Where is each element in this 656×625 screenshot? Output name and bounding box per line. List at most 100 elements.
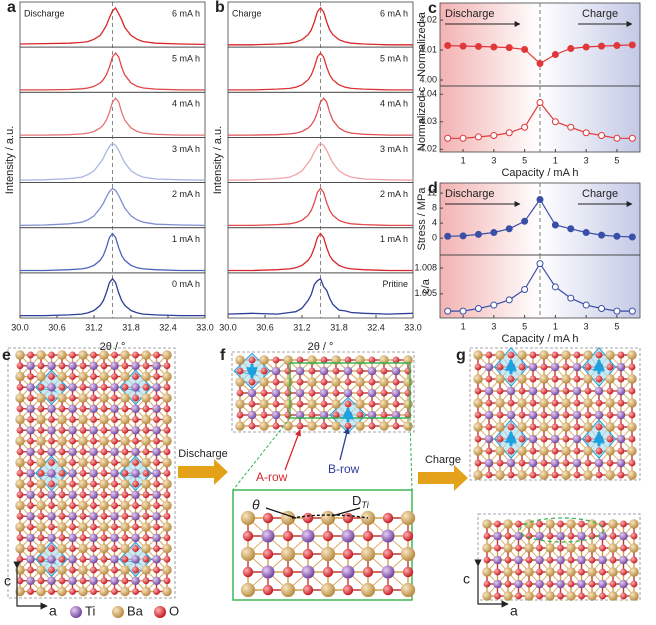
lattice — [233, 352, 413, 434]
ba-atom — [57, 457, 67, 468]
ba-atom — [36, 414, 46, 425]
ba-atom — [78, 586, 88, 597]
ti-atom — [514, 579, 523, 589]
o-atom — [557, 544, 564, 552]
ba-atom — [627, 374, 637, 384]
o-atom — [529, 351, 537, 359]
ba-atom — [78, 371, 88, 382]
o-atom — [474, 363, 482, 371]
ti-atom — [598, 555, 607, 565]
o-atom — [132, 373, 139, 380]
x-tick-label: 5 — [522, 321, 527, 331]
ba-atom — [495, 350, 505, 360]
o-atom — [79, 534, 87, 542]
ba-atom — [517, 422, 527, 432]
o-atom — [37, 512, 45, 520]
o-atom — [540, 363, 548, 371]
o-atom — [578, 592, 585, 600]
ba-atom — [120, 479, 130, 489]
data-point — [598, 42, 606, 50]
ti-atom — [391, 366, 401, 376]
ti-atom — [301, 565, 315, 579]
annotation: Charge — [582, 188, 618, 200]
ti-atom — [577, 579, 586, 589]
o-atom — [100, 491, 108, 499]
axis-c: c — [463, 571, 470, 587]
o-atom — [485, 447, 493, 455]
ti-atom — [152, 447, 161, 457]
data-point — [490, 229, 498, 236]
ba-atom — [583, 350, 593, 360]
o-atom — [578, 544, 585, 552]
o-atom — [272, 422, 280, 430]
o-atom — [368, 422, 376, 430]
ti-atom — [528, 410, 538, 420]
trace-label: 0 mA h — [172, 279, 200, 289]
ti-atom — [484, 386, 494, 396]
ba-atom — [259, 377, 269, 387]
o-atom — [153, 437, 160, 445]
x-tick-label: 30.6 — [48, 322, 66, 332]
ti-atom — [594, 410, 604, 420]
data-point — [551, 221, 559, 229]
o-atom — [48, 480, 55, 488]
o-atom — [27, 523, 34, 531]
ti-atom — [535, 555, 544, 565]
ti-atom — [68, 404, 77, 414]
y-axis-label: Intensity / a.u. — [4, 126, 16, 194]
axis-a: a — [49, 603, 57, 619]
o-atom — [282, 530, 294, 542]
ba-atom — [141, 350, 151, 360]
ti-atom — [47, 533, 56, 543]
o-atom — [485, 375, 493, 383]
o-atom — [58, 577, 66, 585]
ba-atom — [605, 398, 615, 408]
trace-box — [19, 272, 206, 319]
o-atom — [485, 399, 493, 407]
annotation: Discharge — [24, 8, 65, 18]
o-atom — [27, 459, 34, 466]
o-atom — [69, 437, 76, 445]
content: 6 mA h 5 mA h 4 mA h 3 mA h 2 mA h 1 mA h 0 mA… — [2, 0, 641, 619]
o-atom — [163, 405, 171, 413]
data-point — [613, 42, 621, 50]
o-atom — [142, 512, 150, 520]
o-atom — [483, 556, 491, 564]
ti-atom — [47, 361, 56, 371]
ba-atom — [240, 546, 256, 562]
x-tick-label: 33.0 — [404, 322, 422, 332]
o-atom — [322, 530, 334, 542]
o-atom — [504, 532, 512, 540]
ti-atom — [89, 361, 98, 371]
ti-atom — [367, 388, 377, 398]
ti-atom — [550, 410, 560, 420]
zoom-guide — [409, 417, 413, 491]
data-point — [459, 134, 467, 142]
y-tick-label: 4.02 — [419, 144, 437, 154]
ba-atom — [99, 500, 109, 511]
ti-atom — [506, 458, 516, 468]
ba-atom — [36, 371, 46, 382]
zoom-guide — [232, 417, 291, 491]
ti-atom — [261, 529, 275, 543]
o-atom — [27, 588, 34, 595]
ba-atom — [583, 470, 593, 480]
ba-atom — [355, 399, 365, 409]
ti-atom — [572, 410, 582, 420]
o-atom — [100, 362, 108, 370]
o-atom — [606, 435, 614, 443]
ti-atom — [26, 576, 35, 586]
ba-atom — [403, 377, 413, 387]
o-atom — [69, 545, 76, 552]
d-main: D — [352, 493, 361, 508]
ba-atom — [561, 422, 571, 432]
o-atom — [79, 555, 87, 563]
x-tick-label: 5 — [614, 155, 619, 165]
o-atom — [100, 469, 108, 477]
o-atom — [236, 367, 244, 375]
ba-atom — [608, 567, 618, 577]
ti-atom — [110, 468, 119, 478]
o-atom — [37, 405, 45, 413]
o-atom — [356, 411, 364, 419]
o-atom — [507, 423, 515, 431]
